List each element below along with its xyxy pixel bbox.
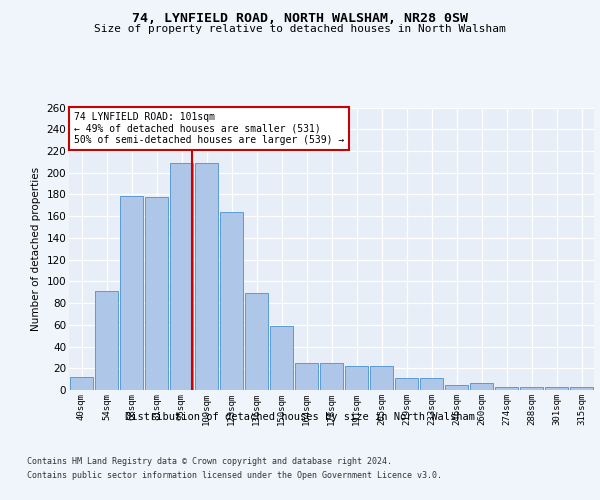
Bar [445,384,468,390]
Bar [520,386,543,390]
Text: Size of property relative to detached houses in North Walsham: Size of property relative to detached ho… [94,24,506,34]
Bar [70,377,93,390]
Text: 74, LYNFIELD ROAD, NORTH WALSHAM, NR28 0SW: 74, LYNFIELD ROAD, NORTH WALSHAM, NR28 0… [132,12,468,26]
Y-axis label: Number of detached properties: Number of detached properties [31,166,41,331]
Text: Contains public sector information licensed under the Open Government Licence v3: Contains public sector information licen… [27,471,442,480]
Bar [495,386,518,390]
Bar [395,378,418,390]
Bar [220,212,243,390]
Bar [95,291,118,390]
Bar [470,384,493,390]
Bar [345,366,368,390]
Bar [370,366,393,390]
Text: Contains HM Land Registry data © Crown copyright and database right 2024.: Contains HM Land Registry data © Crown c… [27,458,392,466]
Bar [120,196,143,390]
Bar [320,363,343,390]
Bar [245,294,268,390]
Bar [195,163,218,390]
Bar [295,363,318,390]
Bar [270,326,293,390]
Bar [145,196,168,390]
Text: 74 LYNFIELD ROAD: 101sqm
← 49% of detached houses are smaller (531)
50% of semi-: 74 LYNFIELD ROAD: 101sqm ← 49% of detach… [74,112,344,145]
Bar [570,386,593,390]
Text: Distribution of detached houses by size in North Walsham: Distribution of detached houses by size … [125,412,475,422]
Bar [170,163,193,390]
Bar [420,378,443,390]
Bar [545,386,568,390]
